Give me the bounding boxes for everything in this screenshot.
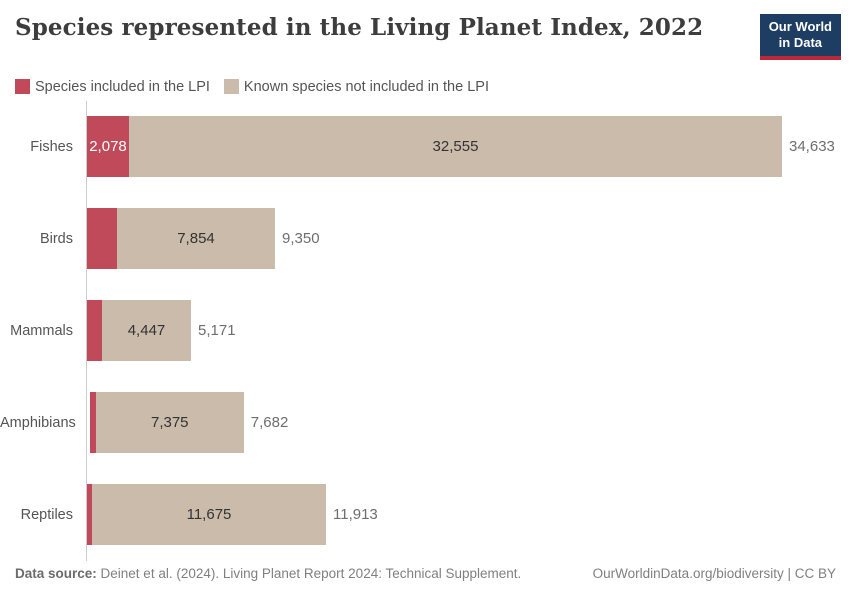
bar-segment-not-included[interactable]: 7,375	[95, 392, 244, 453]
category-label: Reptiles	[20, 506, 73, 523]
total-value-label: 7,682	[250, 414, 289, 431]
total-value-label: 34,633	[789, 138, 835, 155]
bar-chart: Fishes 2,078 32,555 34,633 Birds 7,854 9,350 Ma…	[0, 100, 850, 561]
included-value-label: 2,078	[89, 138, 127, 155]
legend-swatch-not-included-icon	[223, 79, 239, 94]
bar: 2,078 32,555 34,633	[87, 116, 835, 177]
total-value-label: 9,350	[282, 230, 320, 247]
category-label: Mammals	[10, 322, 73, 339]
owid-logo[interactable]: Our World in Data	[759, 14, 841, 60]
header: Species represented in the Living Planet…	[0, 14, 850, 60]
footer: Data source: Deinet et al. (2024). Livin…	[0, 566, 850, 581]
owid-credit-link[interactable]: OurWorldinData.org/biodiversity | CC BY	[592, 566, 836, 581]
not-included-value-label: 7,375	[150, 414, 189, 431]
data-source-prefix: Data source:	[15, 566, 97, 581]
bar-segment-not-included[interactable]: 7,854	[117, 208, 275, 269]
y-axis-line	[86, 100, 87, 561]
category-label: Birds	[39, 230, 73, 247]
owid-logo-line1: Our World	[768, 19, 832, 34]
chart-row: Birds 7,854 9,350	[0, 193, 850, 285]
legend-item-included: Species included in the LPI	[15, 79, 210, 95]
legend-label-included: Species included in the LPI	[35, 78, 210, 95]
not-included-value-label: 11,675	[186, 506, 232, 523]
bar: 7,375 7,682	[89, 392, 289, 453]
chart-rows: Fishes 2,078 32,555 34,633 Birds 7,854 9,350 Ma…	[0, 101, 850, 561]
data-source-note: Data source: Deinet et al. (2024). Livin…	[15, 566, 521, 581]
owid-logo-line2: in Data	[778, 35, 823, 51]
bar: 4,447 5,171	[87, 300, 236, 361]
category-label: Fishes	[30, 138, 73, 155]
bar-segment-included[interactable]: 2,078	[87, 116, 129, 177]
legend-label-not-included: Known species not included in the LPI	[243, 78, 489, 95]
not-included-value-label: 7,854	[177, 230, 215, 247]
bar-segment-included[interactable]	[87, 484, 92, 545]
chart-row: Reptiles 11,675 11,913	[0, 469, 850, 561]
bar-segment-included[interactable]	[89, 392, 96, 453]
legend-swatch-included-icon	[15, 79, 30, 94]
chart-title: Species represented in the Living Planet…	[15, 14, 704, 41]
bar-segment-not-included[interactable]: 4,447	[102, 300, 191, 361]
total-value-label: 11,913	[333, 506, 378, 523]
bar: 11,675 11,913	[87, 484, 378, 545]
legend-item-not-included: Known species not included in the LPI	[223, 78, 489, 95]
not-included-value-label: 32,555	[432, 138, 479, 155]
bar-segment-included[interactable]	[87, 208, 117, 269]
bar-segment-not-included[interactable]: 11,675	[92, 484, 326, 545]
total-value-label: 5,171	[198, 322, 236, 339]
data-source-text: Deinet et al. (2024). Living Planet Repo…	[96, 566, 522, 581]
bar: 7,854 9,350	[87, 208, 320, 269]
bar-segment-not-included[interactable]: 32,555	[129, 116, 782, 177]
not-included-value-label: 4,447	[127, 322, 166, 339]
bar-segment-included[interactable]	[87, 300, 102, 361]
legend: Species included in the LPI Known specie…	[0, 79, 850, 95]
category-label: Amphibians	[0, 414, 76, 431]
chart-row: Amphibians 7,375 7,682	[0, 377, 850, 469]
chart-row: Mammals 4,447 5,171	[0, 285, 850, 377]
chart-row: Fishes 2,078 32,555 34,633	[0, 101, 850, 193]
